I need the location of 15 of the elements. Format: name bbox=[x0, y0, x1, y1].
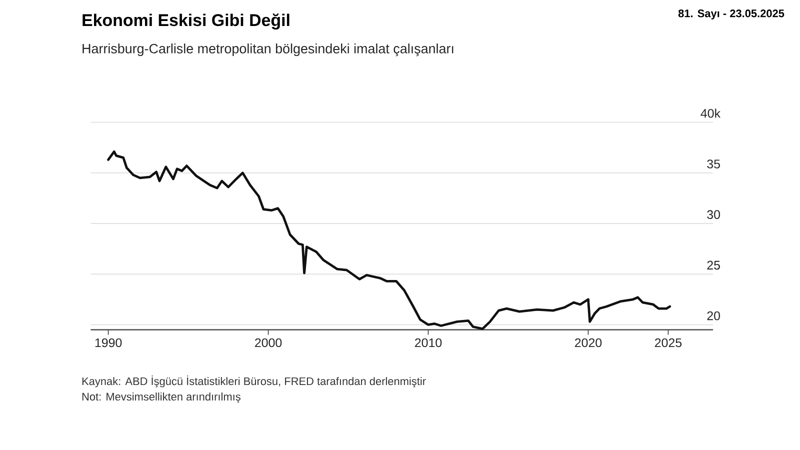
text: Not: Mevsimsellikten arındırılmış bbox=[82, 392, 240, 403]
y-tick-label: 20 bbox=[707, 311, 720, 320]
x-tick-label: 2010 bbox=[415, 338, 442, 348]
y-tick-label: 30 bbox=[707, 210, 720, 219]
chart-subtitle: Harrisburg-Carlisle metropolitan bölgesindeki imalat çalışanları bbox=[82, 44, 454, 56]
y-tick-label: 35 bbox=[707, 160, 720, 168]
y-tick-label: 40k bbox=[700, 108, 721, 118]
y-tick-label: 25 bbox=[707, 260, 720, 270]
x-tick-label: 2020 bbox=[575, 338, 602, 348]
chart-title: Ekonomi Eskisi Gibi Değil bbox=[82, 14, 290, 30]
x-tick-label: 2025 bbox=[654, 338, 682, 348]
x-tick-label: 1990 bbox=[95, 338, 122, 348]
text: 81. Sayı - 23.05.2025 bbox=[678, 10, 784, 20]
x-tick-label: 2000 bbox=[255, 338, 282, 348]
text: Kaynak: ABD İşgücü İstatistikleri Bürosu, FRED tarafından derlenmiştir bbox=[82, 376, 426, 388]
